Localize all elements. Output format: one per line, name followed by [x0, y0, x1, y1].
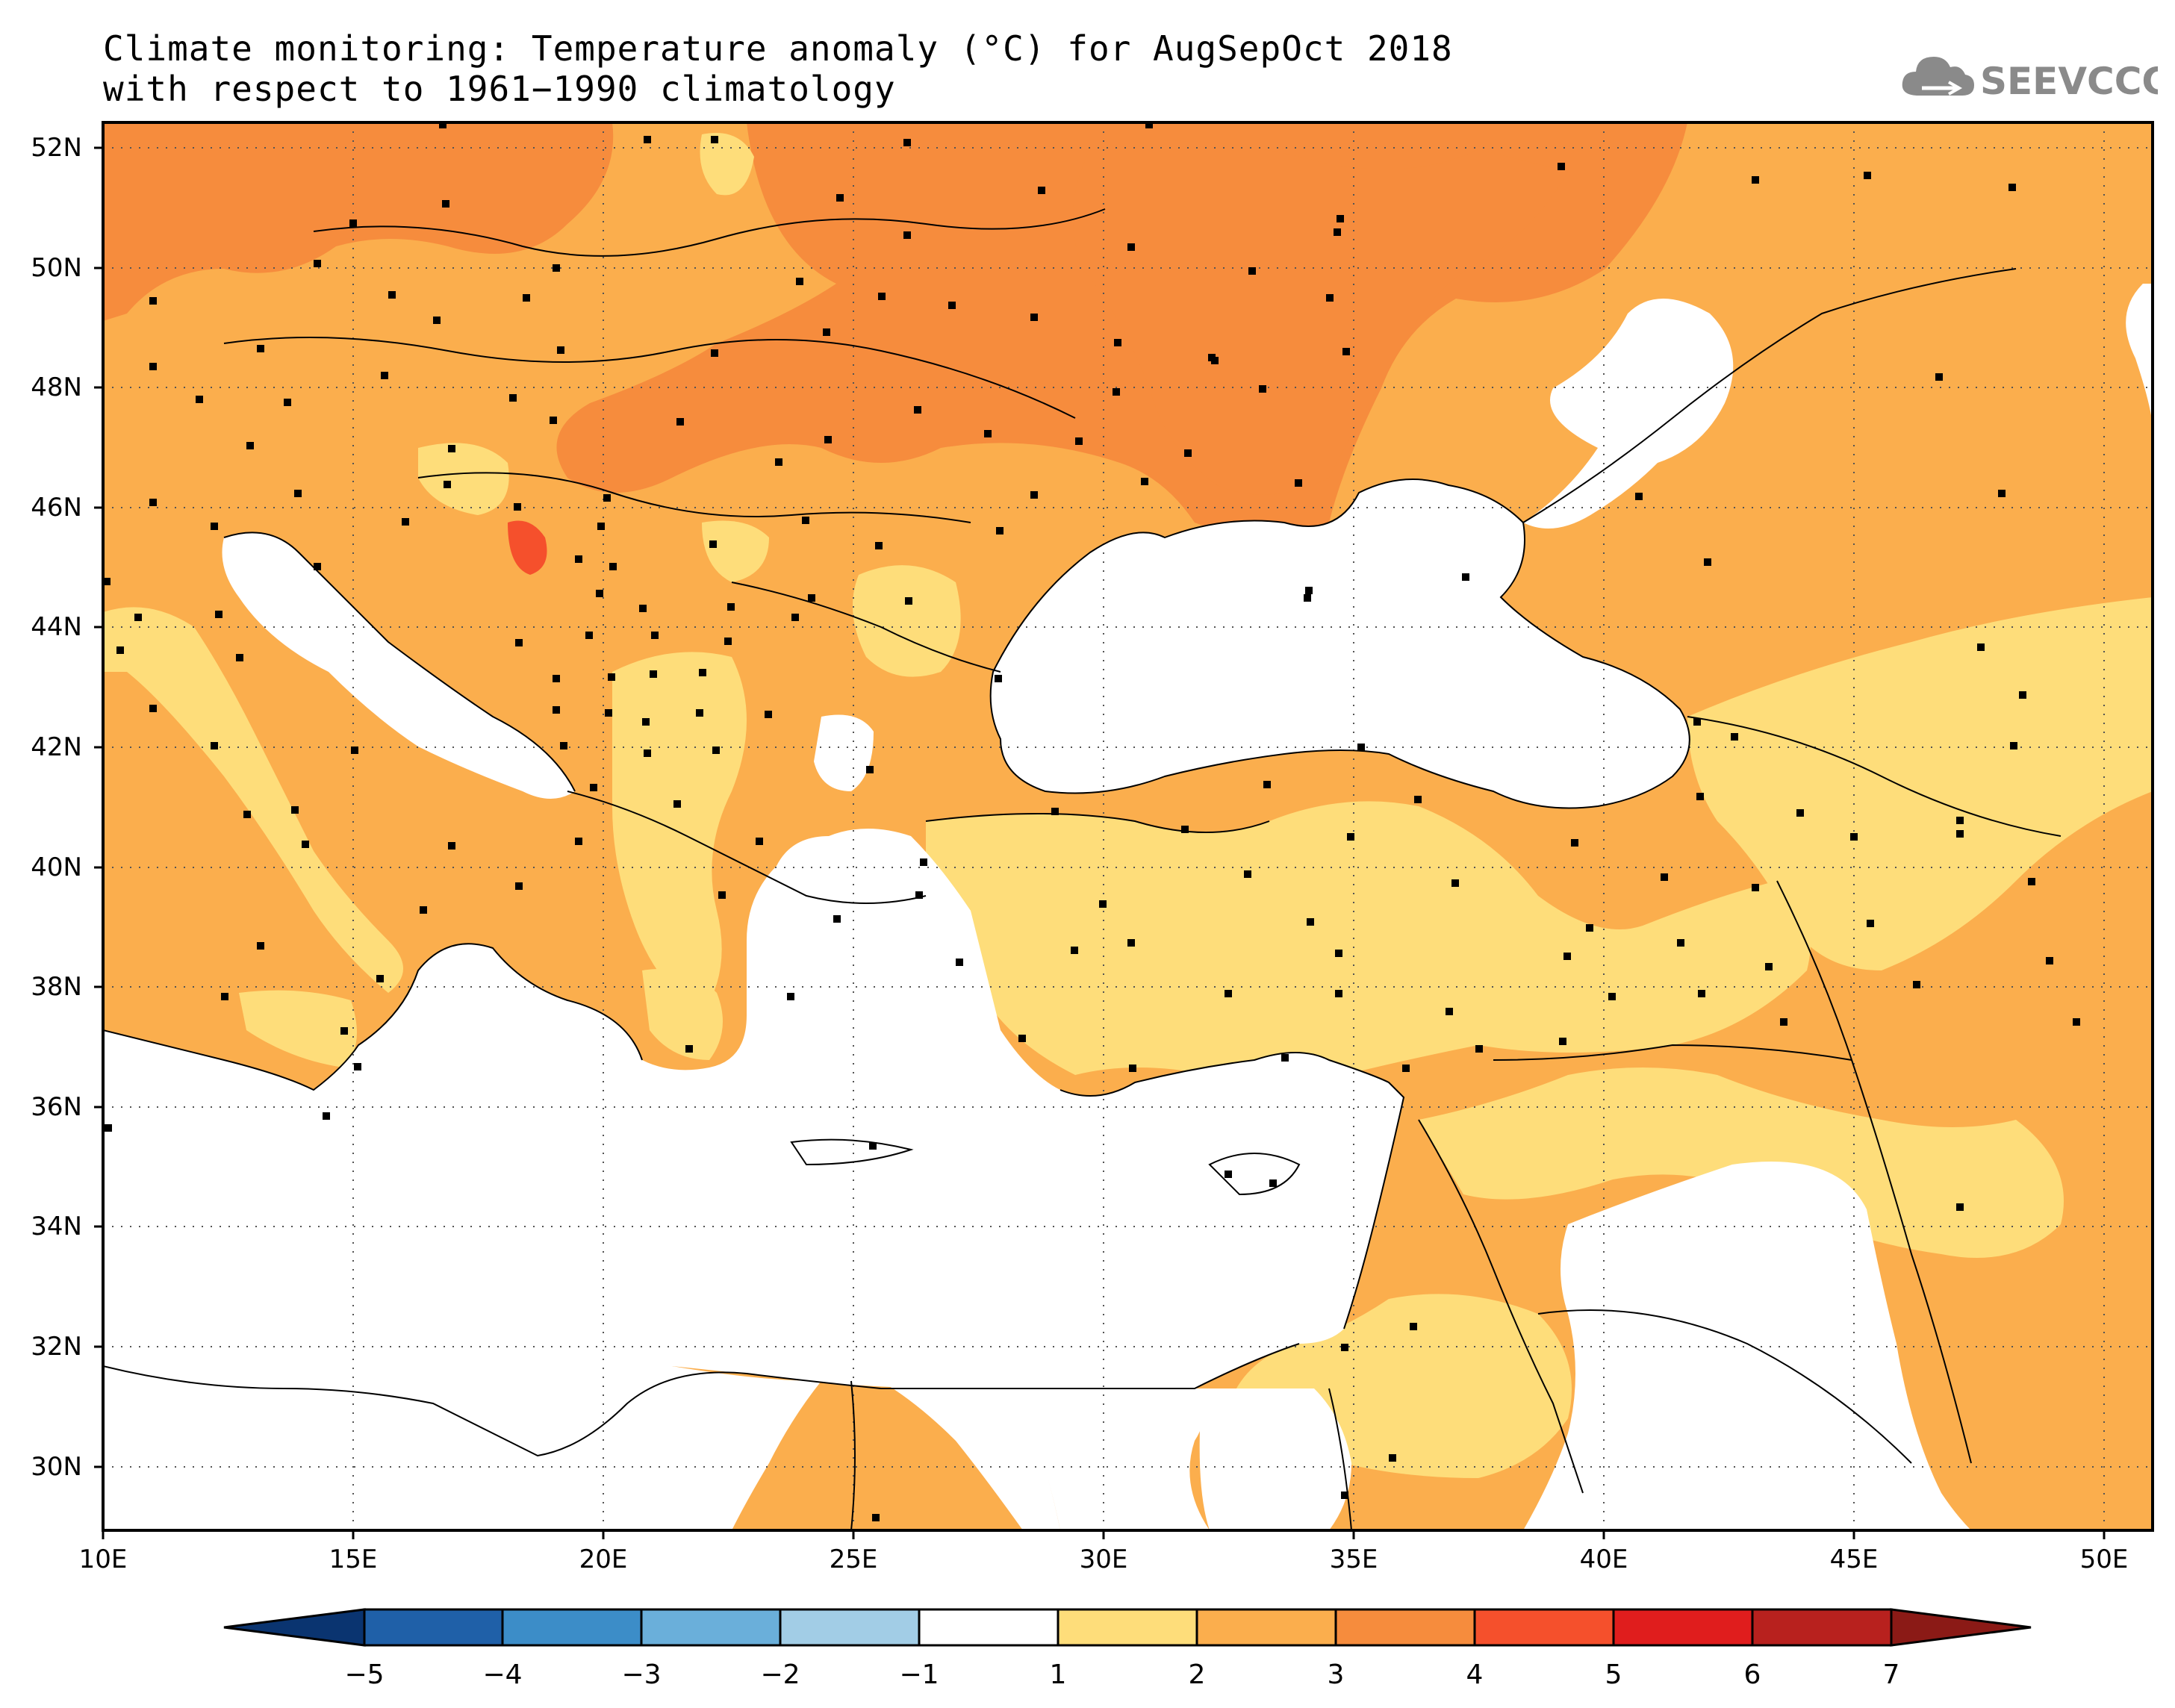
anomaly-zone-1to2-italy — [103, 607, 403, 993]
lon-label: 50E — [2079, 1545, 2129, 1574]
colorbar-bin — [501, 1608, 643, 1647]
colorbar-label: −5 — [344, 1659, 385, 1690]
anomaly-zone-1to2-carpathian — [702, 520, 769, 582]
lat-label: 48N — [31, 373, 82, 402]
lat-label: 32N — [31, 1332, 82, 1362]
lon-label: 10E — [78, 1545, 128, 1574]
missing-aegean-patch — [814, 714, 874, 791]
colorbar-max-arrow — [1890, 1608, 2032, 1647]
missing-caspian — [2126, 284, 2153, 426]
lat-label: 38N — [31, 972, 82, 1002]
map-fill-layer — [103, 122, 2153, 1530]
lat-label: 40N — [31, 853, 82, 882]
lat-label: 36N — [31, 1092, 82, 1122]
colorbar-label: 7 — [1882, 1659, 1900, 1690]
anomaly-zone-1to2-caucasus — [1687, 597, 2153, 970]
colorbar-bin — [1612, 1608, 1754, 1647]
lat-label: 52N — [31, 133, 82, 163]
colorbar-label: −2 — [760, 1659, 800, 1690]
colorbar-label: −4 — [482, 1659, 523, 1690]
colorbar-label: −3 — [621, 1659, 662, 1690]
missing-saudi — [1523, 1162, 1971, 1530]
colorbar — [223, 1608, 2032, 1647]
anomaly-zone-4to5 — [508, 520, 547, 575]
colorbar-bin — [918, 1608, 1060, 1647]
colorbar-label: 3 — [1327, 1659, 1345, 1690]
lon-label: 20E — [579, 1545, 628, 1574]
logo-text: SEEVCCC — [1980, 60, 2158, 103]
lat-label: 34N — [31, 1212, 82, 1241]
anomaly-zone-1to2-sicily — [239, 990, 357, 1068]
seevccc-logo: SEEVCCC — [1902, 57, 2158, 103]
colorbar-bin — [1195, 1608, 1337, 1647]
colorbar-label: 1 — [1049, 1659, 1067, 1690]
anomaly-zone-1to2-bulgaria — [853, 565, 961, 677]
sea-adriatic — [222, 532, 575, 799]
gridlines — [103, 122, 2153, 1530]
lon-label: 25E — [829, 1545, 878, 1574]
colorbar-bin — [1751, 1608, 1893, 1647]
lat-label: 50N — [31, 253, 82, 283]
anomaly-zone-1to2-greece — [642, 969, 723, 1060]
lat-label: 30N — [31, 1452, 82, 1482]
colorbar-label: 2 — [1188, 1659, 1206, 1690]
anomaly-zone-3to4-ukraine — [1073, 140, 1568, 495]
anomaly-zone-1to2-balkans — [612, 652, 747, 1015]
lon-label: 35E — [1329, 1545, 1378, 1574]
lat-label: 44N — [31, 612, 82, 642]
sea-black-sea — [990, 479, 1690, 808]
lat-label: 42N — [31, 732, 82, 762]
colorbar-bin — [1334, 1608, 1476, 1647]
sea-azov-missing — [1523, 299, 1734, 529]
colorbar-bin — [1473, 1608, 1615, 1647]
missing-egypt-gap — [881, 1381, 1060, 1530]
missing-egypt-east — [1015, 1388, 1210, 1530]
cloud-icon — [1902, 57, 1974, 96]
axis-ticks — [94, 146, 2106, 1539]
missing-sinai — [1199, 1388, 1351, 1530]
colorbar-label: 5 — [1605, 1659, 1622, 1690]
colorbar-bin — [640, 1608, 782, 1647]
country-borders — [103, 208, 2062, 1530]
anomaly-zone-1to2-hungary — [418, 443, 509, 515]
sea-mediterranean — [103, 829, 1404, 1450]
anomaly-zone-3to4-west — [103, 122, 614, 321]
plot-frame — [102, 121, 2154, 1532]
lon-label: 15E — [329, 1545, 378, 1574]
colorbar-bin — [1057, 1608, 1198, 1647]
map-title-line2: with respect to 1961−1990 climatology — [103, 69, 896, 109]
missing-north-africa — [103, 1366, 821, 1530]
lat-label: 46N — [31, 493, 82, 523]
colorbar-bin — [363, 1608, 504, 1647]
colorbar-bin — [779, 1608, 921, 1647]
colorbar-min-arrow — [223, 1608, 366, 1647]
lon-label: 45E — [1829, 1545, 1879, 1574]
colorbar-label: −1 — [899, 1659, 939, 1690]
lon-label: 40E — [1579, 1545, 1628, 1574]
anomaly-zone-1to2-mesopotamia — [1419, 1068, 2064, 1258]
colorbar-label: 6 — [1743, 1659, 1761, 1690]
station-markers — [103, 122, 2080, 1521]
map-title-line1: Climate monitoring: Temperature anomaly … — [103, 28, 1453, 69]
anomaly-zone-1to2-anatolia — [926, 801, 1811, 1082]
lon-label: 30E — [1079, 1545, 1128, 1574]
colorbar-label: 4 — [1466, 1659, 1484, 1690]
